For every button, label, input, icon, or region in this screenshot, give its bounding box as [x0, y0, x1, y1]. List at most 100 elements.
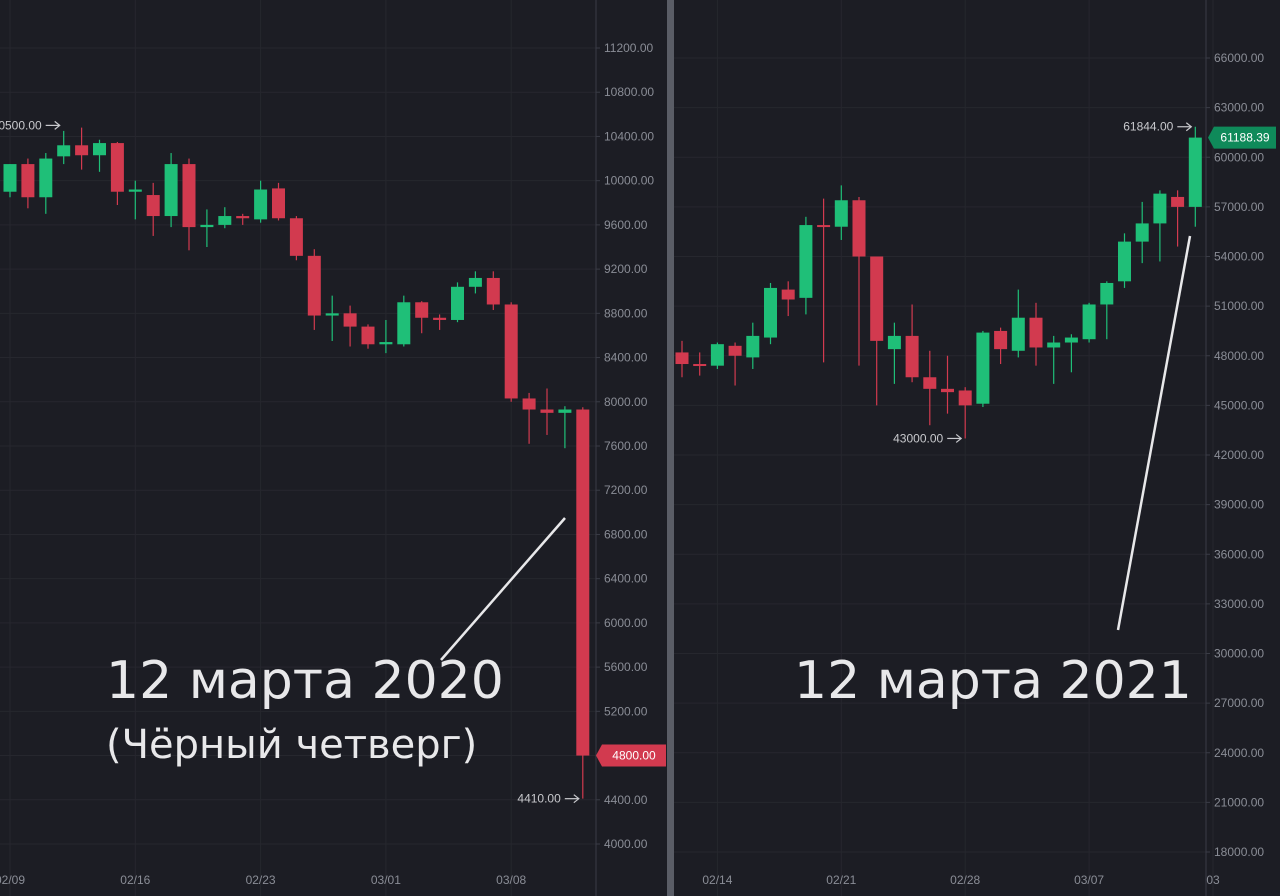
- left-y-ticks: 4000.00 4400.00 4800.00 5200.00 5600.00 6000.…: [596, 41, 654, 851]
- candle-body: [451, 286, 464, 320]
- candle-body: [710, 344, 724, 366]
- right-annotations: 43000.00 61844.00: [893, 120, 1193, 445]
- caption-2020-subtitle: (Чёрный четверг): [106, 722, 477, 768]
- candle: [325, 295, 339, 341]
- candle: [146, 182, 160, 236]
- price-annotation: 4410.00: [517, 792, 580, 806]
- last-price-badge: 61188.39: [1208, 126, 1276, 149]
- annotation-label: 43000.00: [893, 431, 943, 445]
- candle-body: [693, 364, 707, 367]
- candle: [272, 182, 285, 221]
- candle-body: [325, 313, 339, 316]
- candle-body: [379, 342, 393, 345]
- candle-body: [994, 330, 1008, 350]
- candle-body: [200, 224, 214, 228]
- y-tick-label: 11200.00: [604, 41, 653, 55]
- candle-body: [1082, 304, 1096, 340]
- y-tick-label: 33000.00: [1214, 597, 1264, 611]
- candle-body: [799, 225, 813, 298]
- candle-body: [728, 345, 742, 356]
- candle: [289, 216, 303, 261]
- candle-body: [93, 143, 106, 156]
- candle: [218, 207, 232, 229]
- candle: [1135, 201, 1149, 264]
- candle: [415, 301, 429, 334]
- y-tick-label: 6800.00: [604, 527, 648, 541]
- candle-body: [75, 145, 89, 156]
- left-candles: [3, 127, 590, 799]
- candle: [75, 127, 89, 170]
- y-tick-label: 45000.00: [1214, 398, 1264, 412]
- candle-body: [57, 145, 71, 157]
- candle: [486, 271, 500, 311]
- candle: [834, 185, 848, 240]
- price-annotation: 61844.00: [1123, 120, 1193, 134]
- y-tick-label: 6000.00: [604, 616, 648, 630]
- candle: [558, 406, 572, 449]
- y-tick-label: 42000.00: [1214, 448, 1264, 462]
- candle-body: [675, 352, 689, 365]
- y-tick-label: 60000.00: [1214, 150, 1264, 164]
- candle-body: [110, 143, 124, 192]
- candle: [164, 153, 178, 228]
- candle: [1029, 302, 1043, 366]
- y-tick-label: 57000.00: [1214, 200, 1264, 214]
- y-tick-label: 30000.00: [1214, 647, 1264, 661]
- candle-body: [870, 256, 884, 341]
- annotation-label: 4410.00: [517, 792, 561, 806]
- annotation-label: 61844.00: [1123, 120, 1173, 134]
- candle: [693, 352, 707, 376]
- y-tick-label: 8000.00: [604, 395, 648, 409]
- y-tick-label: 27000.00: [1214, 696, 1264, 710]
- candle: [57, 130, 71, 165]
- candle-body: [3, 164, 17, 192]
- x-tick-label: 03: [1206, 873, 1220, 887]
- candle-body: [976, 332, 990, 404]
- right-grid: [674, 0, 1214, 896]
- y-tick-label: 51000.00: [1214, 299, 1264, 313]
- candle-body: [1118, 241, 1131, 282]
- candle-body: [576, 409, 590, 756]
- annotation-arrowhead: [54, 120, 61, 130]
- candle: [994, 327, 1008, 365]
- candle-body: [289, 218, 303, 256]
- candle-body: [558, 409, 572, 413]
- y-tick-label: 9200.00: [604, 262, 648, 276]
- candle-body: [540, 409, 554, 413]
- x-tick-label: 02/21: [826, 873, 856, 887]
- candle: [817, 198, 831, 363]
- candle: [1188, 126, 1202, 227]
- candle: [576, 407, 590, 799]
- caption-2021-date: 12 марта 2021: [794, 651, 1192, 711]
- candle: [710, 342, 724, 369]
- candle-body: [486, 277, 500, 305]
- chart-panel-2021: 18000.00 21000.00 24000.00 27000.00 30000.00…: [674, 0, 1280, 896]
- candle: [343, 305, 357, 347]
- candle: [3, 164, 17, 198]
- candle: [781, 281, 795, 317]
- candle-body: [852, 200, 866, 257]
- y-tick-label: 24000.00: [1214, 746, 1264, 760]
- candle: [728, 342, 742, 386]
- candle: [110, 141, 124, 205]
- candle: [254, 180, 268, 223]
- candle-body: [218, 216, 232, 225]
- candle-body: [1011, 317, 1025, 351]
- candle: [923, 350, 937, 426]
- candle: [182, 158, 196, 251]
- y-tick-label: 7600.00: [604, 439, 648, 453]
- price-annotation: 43000.00: [893, 431, 963, 445]
- candle: [522, 392, 536, 444]
- y-tick-label: 21000.00: [1214, 795, 1264, 809]
- candle-body: [1153, 193, 1167, 224]
- candle-body: [1047, 342, 1061, 348]
- candle: [128, 180, 142, 220]
- candle: [1047, 335, 1061, 384]
- candle-body: [923, 377, 937, 389]
- annotation-arrowhead: [573, 794, 580, 804]
- left-annotations: 10500.00 4410.00: [0, 118, 580, 806]
- left-last-price-badge: 4800.00: [596, 744, 666, 767]
- y-tick-label: 48000.00: [1214, 349, 1264, 363]
- candle-body: [1171, 196, 1185, 207]
